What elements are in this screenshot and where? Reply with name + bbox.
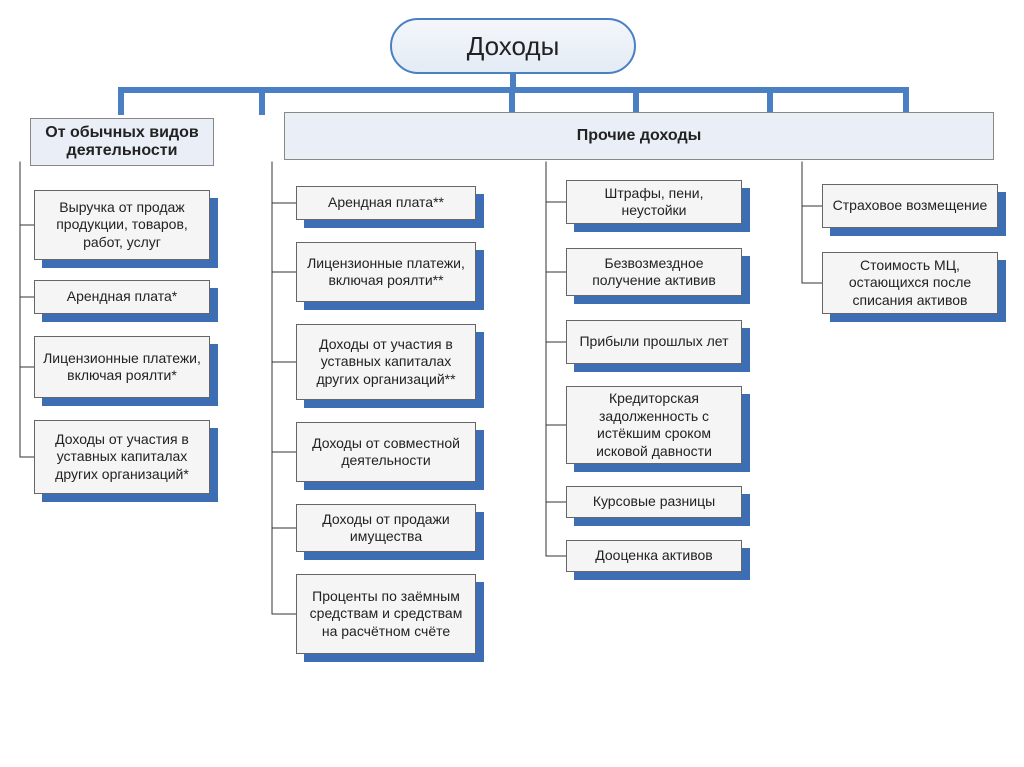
tree-node-label: Прибыли прошлых лет [579, 333, 728, 351]
category-header-other: Прочие доходы [284, 112, 994, 160]
tree-node: Дооценка активов [566, 540, 742, 572]
tree-node-label: Лицензионные платежи, включая роялти** [303, 255, 469, 290]
tree-node: Лицензионные платежи, включая роялти** [296, 242, 476, 302]
category-header-other-label: Прочие доходы [577, 127, 702, 145]
tree-node: Безвозмездное получение активив [566, 248, 742, 296]
tree-node: Курсовые разницы [566, 486, 742, 518]
category-header-ordinary: От обычных видов деятельности [30, 118, 214, 166]
tree-node: Доходы от участия в уставных капиталах д… [34, 420, 210, 494]
root-label: Доходы [467, 31, 560, 62]
tree-node: Страховое возмещение [822, 184, 998, 228]
tree-node-label: Стоимость МЦ, остающихся после списания … [829, 257, 991, 310]
category-header-ordinary-label: От обычных видов деятельности [31, 124, 213, 160]
tree-node-label: Дооценка активов [595, 547, 713, 565]
tree-node: Арендная плата* [34, 280, 210, 314]
tree-node: Доходы от совместной деятельности [296, 422, 476, 482]
tree-node-label: Выручка от продаж продукции, товаров, ра… [41, 199, 203, 252]
tree-node-label: Арендная плата** [328, 194, 444, 212]
tree-node-label: Доходы от продажи имущества [303, 511, 469, 546]
tree-node: Арендная плата** [296, 186, 476, 220]
tree-node: Доходы от продажи имущества [296, 504, 476, 552]
tree-node: Лицензионные платежи, включая роялти* [34, 336, 210, 398]
root-node: Доходы [390, 18, 636, 74]
tree-node-label: Кредиторская задолженность с истёкшим ср… [573, 390, 735, 460]
tree-node-label: Доходы от участия в уставных капиталах д… [41, 431, 203, 484]
tree-node: Кредиторская задолженность с истёкшим ср… [566, 386, 742, 464]
tree-node: Проценты по заёмным средствам и средства… [296, 574, 476, 654]
tree-node-label: Доходы от совместной деятельности [303, 435, 469, 470]
tree-node: Выручка от продаж продукции, товаров, ра… [34, 190, 210, 260]
tree-node-label: Арендная плата* [67, 288, 178, 306]
tree-node-label: Доходы от участия в уставных капиталах д… [303, 336, 469, 389]
tree-node-label: Проценты по заёмным средствам и средства… [303, 588, 469, 641]
tree-node-label: Штрафы, пени, неустойки [573, 185, 735, 220]
tree-node: Штрафы, пени, неустойки [566, 180, 742, 224]
tree-node: Доходы от участия в уставных капиталах д… [296, 324, 476, 400]
tree-node-label: Лицензионные платежи, включая роялти* [41, 350, 203, 385]
tree-node-label: Безвозмездное получение активив [573, 255, 735, 290]
tree-node-label: Курсовые разницы [593, 493, 715, 511]
tree-node-label: Страховое возмещение [833, 197, 988, 215]
tree-node: Прибыли прошлых лет [566, 320, 742, 364]
tree-node: Стоимость МЦ, остающихся после списания … [822, 252, 998, 314]
